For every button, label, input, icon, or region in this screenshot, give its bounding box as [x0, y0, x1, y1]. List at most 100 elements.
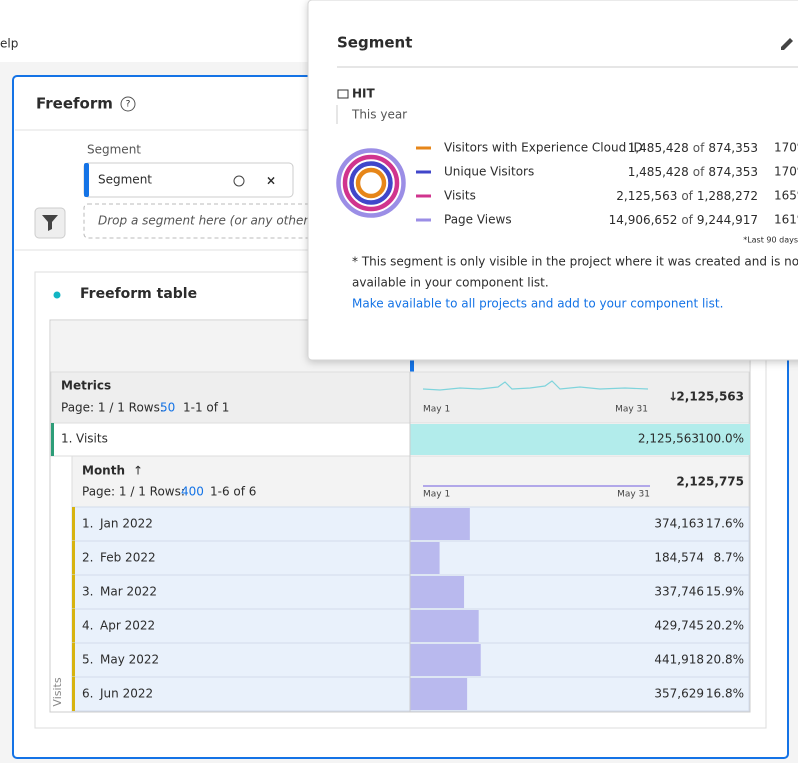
metric-count: 14,906,652 of 9,244,917	[609, 213, 758, 227]
info-icon[interactable]	[233, 175, 245, 187]
metric-name: Page Views	[444, 213, 512, 227]
metric-total: 874,353	[708, 141, 758, 155]
row-value: 374,163	[654, 517, 704, 531]
metrics-title: Metrics	[61, 379, 111, 393]
hit-icon	[337, 89, 349, 99]
row-percent: 20.2%	[706, 619, 744, 633]
row-label: May 2022	[100, 653, 159, 667]
swatch	[416, 170, 431, 174]
swatch	[416, 218, 431, 222]
row-label: Jun 2022	[99, 687, 153, 701]
spark-start: May 1	[423, 490, 450, 500]
segment-chip-label: Segment	[98, 173, 152, 187]
metric-label: Visits	[76, 432, 108, 446]
percent-bar	[410, 610, 479, 642]
table-title: Freeform table	[80, 286, 197, 302]
ring	[336, 148, 406, 218]
sort-arrow[interactable]: ↑	[133, 464, 143, 478]
menu-help[interactable]: elp	[0, 37, 18, 51]
row-index: 4.	[82, 619, 93, 633]
percent-bar	[410, 576, 465, 608]
remove-icon[interactable]: ×	[266, 174, 276, 188]
row-percent: 16.8%	[706, 687, 744, 701]
metric-value: 2,125,563	[616, 189, 677, 203]
status-dot	[53, 291, 61, 299]
metric-index: 1.	[61, 432, 72, 446]
spark-start: May 1	[423, 405, 450, 415]
note: available in your component list.	[352, 276, 549, 290]
metric-count: 1,485,428 of 874,353	[628, 165, 758, 179]
metric-of: of	[693, 165, 705, 179]
metric-percent: 170%	[774, 165, 798, 179]
breakdown-title: Month	[82, 464, 125, 478]
chip-handle	[84, 163, 89, 197]
edit-icon[interactable]	[781, 38, 793, 50]
row-marker	[72, 643, 75, 677]
sort-arrow[interactable]: ↓	[668, 390, 678, 404]
row-percent: 20.8%	[706, 653, 744, 667]
metric-name: Visitors with Experience Cloud ID	[444, 141, 643, 155]
swatch	[416, 194, 431, 198]
row-value: 357,629	[654, 687, 704, 701]
row-marker	[72, 677, 75, 711]
metric-value: 1,485,428	[628, 141, 689, 155]
breakdown-rows[interactable]: 400	[181, 485, 204, 499]
popup	[307, 0, 798, 361]
metrics-header	[50, 371, 750, 424]
breakdown-page: Page: 1 / 1 Rows:	[82, 485, 185, 499]
row-value: 337,746	[654, 585, 704, 599]
link[interactable]: Make available to all projects and add t…	[352, 297, 723, 311]
column-selection	[410, 355, 414, 372]
percent-bar	[410, 678, 468, 710]
sparkline	[422, 380, 649, 391]
swatch	[416, 146, 431, 150]
row-percent: 15.9%	[706, 585, 744, 599]
metric-count: 1,485,428 of 874,353	[628, 141, 758, 155]
ring	[342, 154, 400, 212]
row-percent: 8.7%	[714, 551, 745, 565]
metric-of: of	[693, 141, 705, 155]
row-index: 1.	[82, 517, 93, 531]
metric-percent: 100.0%	[698, 432, 744, 446]
panel-title: Freeform	[36, 95, 113, 113]
metric-total: 1,288,272	[697, 189, 758, 203]
row-index: 5.	[82, 653, 93, 667]
segment-period: This year	[351, 108, 407, 122]
filter-icon	[42, 215, 58, 231]
metric-total: 874,353	[708, 165, 758, 179]
metric-percent: 170%	[774, 141, 798, 155]
popup-title: Segment	[337, 34, 412, 52]
segment-type: HIT	[352, 87, 376, 101]
metrics-range: 1-1 of 1	[183, 401, 229, 415]
metric-total: 9,244,917	[697, 213, 758, 227]
row-index: 3.	[82, 585, 93, 599]
row-index: 6.	[82, 687, 93, 701]
note: * This segment is only visible in the pr…	[352, 255, 798, 269]
row-marker	[51, 423, 54, 456]
row-marker	[72, 575, 75, 609]
metrics-rows[interactable]: 50	[160, 401, 175, 415]
row-value: 429,745	[654, 619, 704, 633]
help-icon[interactable]	[120, 96, 136, 112]
percent-bar	[410, 644, 481, 676]
metric-name: Visits	[444, 189, 476, 203]
row-label: Mar 2022	[100, 585, 157, 599]
row-label: Jan 2022	[99, 517, 153, 531]
ring	[355, 167, 387, 199]
row-label: Apr 2022	[100, 619, 155, 633]
metrics-total: 2,125,563	[676, 390, 744, 404]
metric-count: 2,125,563 of 1,288,272	[616, 189, 758, 203]
metric-value: 2,125,563	[638, 432, 699, 446]
row-label: Feb 2022	[100, 551, 156, 565]
row-value: 441,918	[654, 653, 704, 667]
row-percent: 17.6%	[706, 517, 744, 531]
row-index: 2.	[82, 551, 93, 565]
legend: Visitors with Experience Cloud ID1,485,4…	[336, 141, 798, 227]
metric-name: Unique Visitors	[444, 165, 534, 179]
row-value: 184,574	[654, 551, 704, 565]
metric-percent: 165%	[774, 189, 798, 203]
metric-of: of	[681, 213, 693, 227]
row-marker	[72, 541, 75, 575]
